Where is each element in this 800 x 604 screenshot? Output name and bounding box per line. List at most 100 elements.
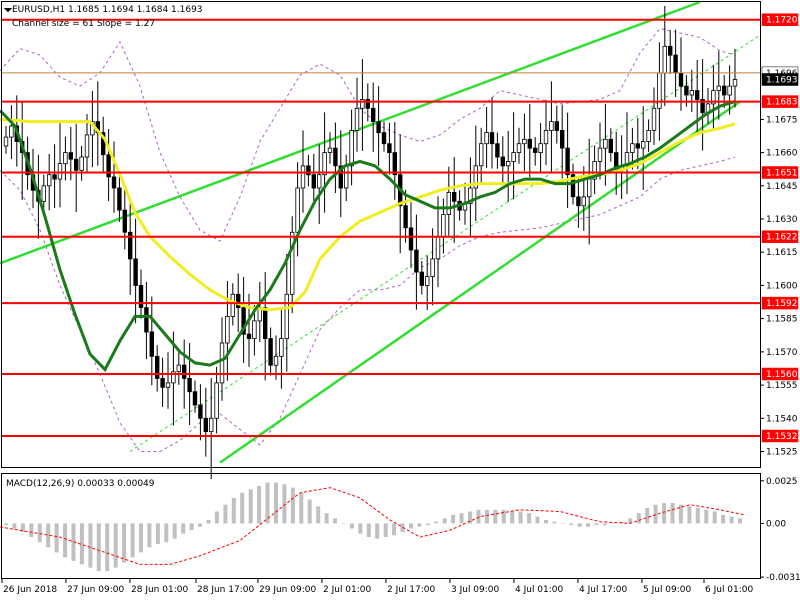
candle	[52, 144, 57, 208]
macd-signal-line	[0, 487, 746, 565]
chart-title: EURUSD,H1 1.1685 1.1694 1.1684 1.1693	[12, 5, 203, 15]
macd-bar	[341, 523, 346, 524]
candle	[160, 357, 165, 407]
macd-bar	[476, 509, 481, 524]
window-menu-icon[interactable]	[3, 4, 13, 13]
candle	[549, 81, 554, 174]
macd-bar	[231, 497, 236, 524]
time-axis: 26 Jun 2018 27 Jun 09:00 28 Jun 01:00 28 Ju…	[1, 578, 754, 595]
macd-bar	[164, 523, 169, 543]
macd-bar	[738, 518, 742, 524]
price-tick-label: 1.1645	[766, 182, 798, 192]
macd-bar	[4, 523, 8, 526]
macd-bar	[611, 523, 616, 524]
bollinger-bands	[0, 28, 736, 452]
macd-bar	[290, 487, 295, 524]
price-tick-label: 1.1540	[766, 414, 798, 424]
macd-bar	[569, 523, 574, 526]
bollinger-upper-line	[0, 28, 736, 242]
candle	[144, 281, 149, 360]
candle	[392, 122, 397, 200]
macd-bar	[307, 499, 312, 524]
price-tick-label: 1.1525	[766, 448, 798, 458]
candle	[333, 122, 338, 194]
macd-bar	[130, 523, 135, 558]
macd-bar	[333, 518, 337, 524]
chart-subtitle: Channel size = 61 Slope = 1.27	[12, 19, 155, 29]
macd-bar	[366, 523, 371, 537]
price-tick-label: 1.1555	[766, 381, 798, 391]
macd-bar	[248, 489, 253, 524]
macd-bar	[274, 482, 278, 524]
candle	[106, 129, 111, 202]
candle	[171, 331, 176, 426]
price-tick-label: 1.1675	[766, 115, 798, 125]
candle	[176, 349, 181, 385]
candle	[560, 104, 565, 179]
time-tick-label: 3 Jul 09:00	[451, 585, 500, 595]
macd-panel-frame	[1, 473, 761, 579]
macd-bar	[721, 514, 726, 524]
time-tick-label: 6 Jul 01:00	[705, 585, 754, 595]
time-tick-label: 4 Jul 17:00	[579, 585, 628, 595]
macd-bar	[425, 523, 430, 526]
macd-bar	[678, 504, 683, 524]
candle	[101, 116, 106, 174]
candle	[111, 141, 117, 213]
price-tick-label: 1.1683	[766, 98, 798, 108]
candle	[225, 281, 230, 381]
price-tick-label: 1.1592	[766, 299, 798, 309]
macd-bar	[544, 520, 548, 524]
macd-bar	[653, 504, 658, 524]
macd-bar	[181, 523, 186, 534]
candle	[322, 112, 327, 213]
candle	[727, 65, 732, 115]
candle	[408, 202, 414, 268]
level-price-tag	[761, 13, 799, 26]
level-price-tag	[761, 296, 799, 310]
candle	[468, 157, 473, 236]
macd-bar	[586, 523, 591, 527]
candle	[187, 343, 192, 425]
price-tick-label: 1.1651	[766, 169, 798, 179]
macd-bar	[729, 516, 734, 524]
macd-bar	[198, 523, 202, 527]
macd-bar	[628, 518, 633, 524]
price-tick-label: 1.1585	[766, 315, 798, 325]
candle	[241, 277, 246, 363]
candle	[543, 99, 549, 166]
candle	[47, 153, 52, 211]
macd-bar	[54, 523, 59, 553]
candle	[289, 216, 295, 314]
macd-bar	[670, 503, 675, 524]
macd-bar	[577, 523, 582, 527]
candle	[198, 384, 203, 441]
macd-bar	[636, 513, 641, 524]
candle	[84, 114, 90, 172]
candle	[370, 82, 376, 152]
candle	[495, 132, 500, 169]
time-tick-label: 26 Jun 2018	[3, 585, 57, 595]
price-tick-label: 1.1570	[766, 348, 798, 358]
macd-panel[interactable]	[0, 482, 746, 572]
macd-bar	[695, 508, 700, 524]
candle	[41, 174, 46, 211]
candle	[138, 269, 144, 319]
candle	[149, 296, 154, 386]
level-price-tag	[761, 166, 799, 179]
candle	[68, 126, 73, 181]
ma-fast-line	[0, 100, 736, 373]
macd-bar	[409, 523, 413, 529]
price-axis: 1.17201.16961.16931.16831.16751.16601.16…	[760, 13, 799, 458]
macd-bar	[349, 523, 354, 529]
price-tick-label: 1.1693	[766, 76, 798, 86]
macd-axis: 0.0025 0.00 -0.00315	[760, 477, 800, 583]
level-price-tag	[761, 367, 799, 381]
price-panel[interactable]	[0, 0, 761, 480]
candle	[689, 69, 694, 113]
candle	[451, 157, 457, 244]
candle	[651, 87, 657, 145]
candle	[154, 345, 160, 392]
